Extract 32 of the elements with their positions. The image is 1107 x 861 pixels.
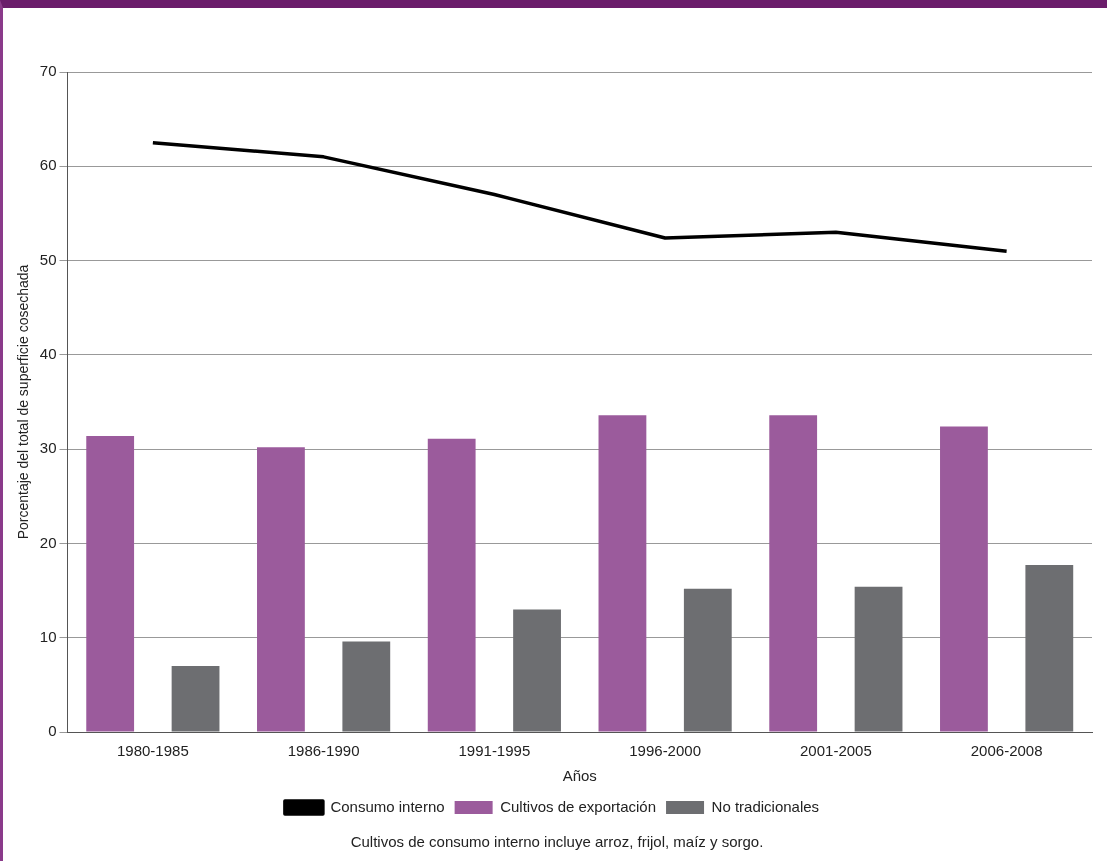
- bar: [513, 609, 561, 732]
- y-tick-label: 70: [39, 62, 57, 80]
- y-axis-title: Porcentaje del total de superficie cosechada: [15, 264, 32, 540]
- bar: [854, 586, 903, 732]
- text: Cultivos de consumo interno incluye arroz, frijol, maíz y sorgo.: [350, 833, 764, 851]
- y-tick-label: 40: [39, 345, 57, 362]
- bar: [257, 447, 305, 732]
- legend-label: Consumo interno: [330, 797, 445, 815]
- y-tick-label: 30: [39, 439, 57, 457]
- y-tick-label: 50: [39, 250, 57, 268]
- bar: [769, 415, 818, 732]
- x-axis-title: Años: [562, 767, 597, 785]
- x-tick-label: 2006-2008: [970, 742, 1043, 760]
- bar: [171, 666, 220, 732]
- y-tick-label: 60: [39, 156, 57, 174]
- bar: [598, 415, 647, 732]
- bar: [427, 438, 476, 732]
- x-tick-label: 1986-1990: [287, 742, 360, 760]
- bar: [683, 588, 732, 732]
- legend-label: Cultivos de exportación: [500, 797, 657, 815]
- legend-label: No tradicionales: [711, 797, 820, 815]
- y-tick-label: 10: [39, 627, 57, 645]
- y-tick-label: 0: [48, 722, 57, 740]
- bar: [940, 426, 988, 732]
- x-tick-label: 1991-1995: [458, 742, 531, 760]
- bar: [86, 435, 135, 732]
- x-tick-label: 1996-2000: [629, 742, 701, 760]
- x-tick-label: 2001-2005: [800, 742, 872, 760]
- x-tick-label: 1980-1985: [116, 742, 189, 760]
- bar: [342, 641, 391, 732]
- y-tick-label: 20: [39, 533, 57, 551]
- bar: [1025, 565, 1074, 732]
